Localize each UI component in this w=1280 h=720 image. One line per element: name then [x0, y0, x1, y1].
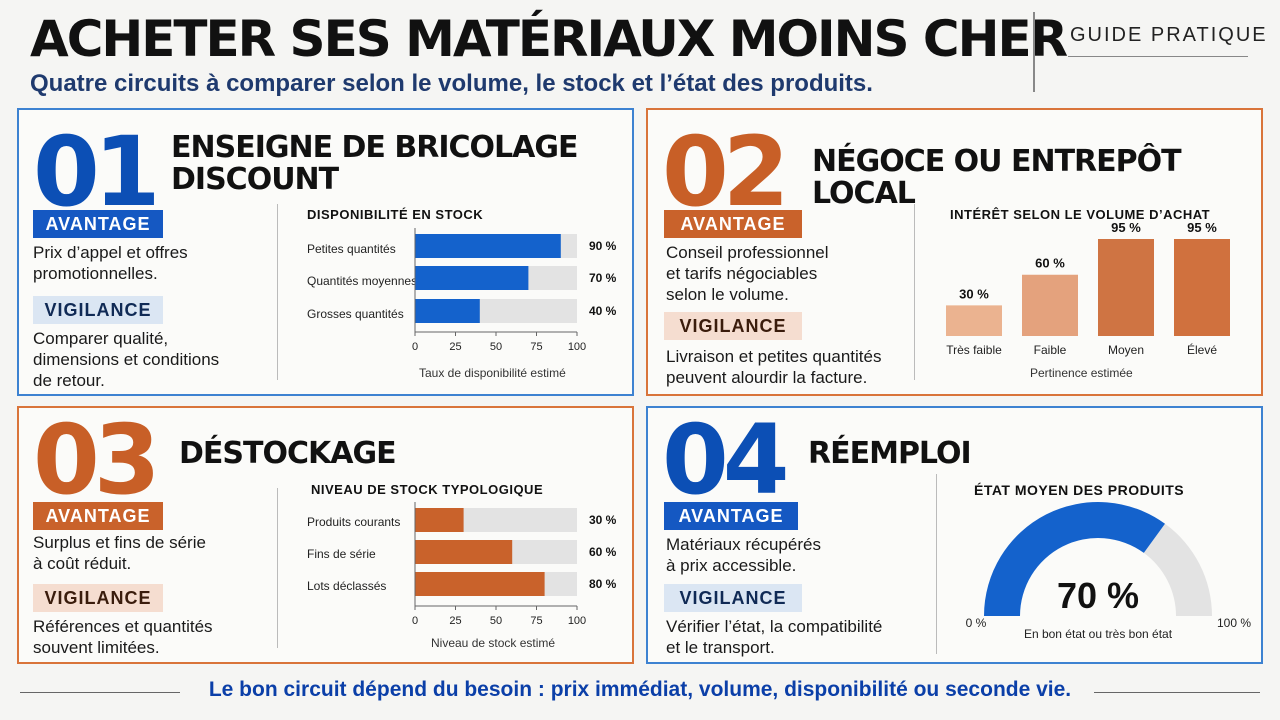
bar-value-label: 95 % [1111, 220, 1141, 235]
advantage-text: Prix d’appel et offres promotionnelles. [33, 243, 188, 283]
vigilance-tag: VIGILANCE [664, 584, 802, 612]
category-label: Quantités moyennes [307, 274, 418, 288]
category-label: Très faible [946, 343, 1002, 357]
header-divider [1033, 12, 1035, 92]
page-title: ACHETER SES MATÉRIAUX MOINS CHER [30, 10, 1068, 68]
x-tick-label: 0 [412, 615, 418, 627]
panel-divider [936, 474, 937, 654]
panel-number: 02 [662, 116, 790, 228]
panel-divider [277, 204, 278, 380]
bar-value-label: 60 % [1035, 256, 1065, 271]
category-label: Faible [1034, 343, 1067, 357]
panel-number: 04 [662, 404, 790, 516]
bar-value-label: 40 % [589, 304, 617, 318]
gauge-value: 70 % [1057, 575, 1139, 616]
bar [946, 305, 1002, 336]
bar-value-label: 90 % [589, 239, 617, 253]
gauge-fill [984, 502, 1166, 616]
guide-badge: GUIDE PRATIQUE [1070, 24, 1268, 46]
bar-value-label: 30 % [589, 513, 617, 527]
vigilance-text: Livraison et petites quantités peuvent al… [666, 347, 882, 387]
category-label: Grosses quantités [307, 307, 404, 321]
vigilance-tag: VIGILANCE [33, 584, 163, 612]
footer-line-right [1094, 692, 1260, 693]
bar [415, 540, 513, 564]
x-tick-label: 25 [449, 615, 461, 627]
x-tick-label: 100 [568, 341, 586, 353]
bar [415, 572, 545, 596]
panel-title-line2: DISCOUNT [171, 162, 339, 197]
bar [1022, 274, 1078, 336]
chart-title: DISPONIBILITÉ EN STOCK [307, 207, 484, 222]
bar-value-label: 70 % [589, 271, 617, 285]
panel-reuse: 04 RÉEMPLOI AVANTAGE Matériaux récupérés… [646, 406, 1263, 664]
panel-title-line1: RÉEMPLOI [808, 436, 972, 471]
x-tick-label: 75 [530, 615, 542, 627]
bar-value-label: 95 % [1187, 220, 1217, 235]
vigilance-tag: VIGILANCE [664, 312, 802, 340]
chart-stock-availability: 90 % 70 % 40 % 0 25 50 75 100 [412, 228, 617, 353]
bar [415, 299, 480, 323]
bar-value-label: 30 % [959, 286, 989, 301]
chart-axis-label: Pertinence estimée [1030, 366, 1133, 380]
vigilance-text: Vérifier l’état, la compatibilité et le t… [666, 617, 883, 657]
x-tick-label: 50 [490, 615, 502, 627]
bar-value-label: 60 % [589, 545, 617, 559]
x-tick-label: 75 [530, 341, 542, 353]
advantage-text: Matériaux récupérés à prix accessible. [666, 535, 821, 575]
category-label: Produits courants [307, 515, 401, 529]
category-label: Moyen [1108, 343, 1144, 357]
advantage-text: Conseil professionnel et tarifs négociabl… [666, 243, 829, 304]
guide-underline [1068, 56, 1248, 57]
panel-title-line1: NÉGOCE OU ENTREPÔT LOCAL [812, 144, 1182, 211]
panel-title-line1: ENSEIGNE DE BRICOLAGE [171, 130, 578, 165]
bar [415, 234, 561, 258]
gauge-max-label: 100 % [1217, 616, 1251, 630]
panel-title-line1: DÉSTOCKAGE [179, 436, 397, 471]
chart-interest-by-volume: 30 % Très faible 60 % Faible 95 % Moyen 95 % Él… [946, 220, 1230, 357]
chart-axis-label: Niveau de stock estimé [431, 636, 556, 650]
panel-discount-store: 01 ENSEIGNE DE BRICOLAGE DISCOUNT AVANTA… [17, 108, 634, 396]
footer-message: Le bon circuit dépend du besoin : prix i… [208, 678, 1072, 701]
x-tick-label: 25 [449, 341, 461, 353]
advantage-tag: AVANTAGE [664, 210, 802, 238]
gauge-caption: En bon état ou très bon état [1024, 627, 1173, 641]
advantage-tag: AVANTAGE [33, 210, 163, 238]
category-label: Fins de série [307, 547, 376, 561]
chart-stock-level: 30 % 60 % 80 % 0 25 50 75 100 [412, 502, 617, 627]
vigilance-text: Références et quantités souvent limitées. [33, 617, 213, 657]
chart-title: ÉTAT MOYEN DES PRODUITS [974, 482, 1185, 498]
page-subtitle: Quatre circuits à comparer selon le volu… [30, 70, 873, 97]
gauge-track [1143, 523, 1212, 616]
advantage-tag: AVANTAGE [664, 502, 798, 530]
chart-title: INTÉRÊT SELON LE VOLUME D’ACHAT [950, 207, 1211, 222]
bar [415, 508, 464, 532]
panel-divider [277, 488, 278, 648]
category-label: Petites quantités [307, 242, 396, 256]
gauge-min-label: 0 % [966, 616, 987, 630]
vigilance-tag: VIGILANCE [33, 296, 163, 324]
x-tick-label: 100 [568, 615, 586, 627]
footer-line-left [20, 692, 180, 693]
panel-divider [914, 204, 915, 380]
vigilance-text: Comparer qualité, dimensions et condition… [33, 329, 220, 390]
chart-product-condition-gauge: 70 % En bon état ou très bon état 0 % 100 % [966, 502, 1251, 641]
chart-axis-label: Taux de disponibilité estimé [419, 366, 566, 380]
bar [1174, 239, 1230, 336]
chart-title: NIVEAU DE STOCK TYPOLOGIQUE [311, 482, 544, 497]
panel-number: 01 [33, 116, 161, 228]
header: ACHETER SES MATÉRIAUX MOINS CHER Quatre … [30, 10, 1068, 98]
panel-number: 03 [33, 404, 161, 516]
bar-value-label: 80 % [589, 577, 617, 591]
x-tick-label: 50 [490, 341, 502, 353]
category-label: Lots déclassés [307, 579, 387, 593]
panel-destocking: 03 DÉSTOCKAGE AVANTAGE Surplus et fins d… [17, 406, 634, 664]
advantage-tag: AVANTAGE [33, 502, 163, 530]
bar [415, 266, 529, 290]
advantage-text: Surplus et fins de série à coût réduit. [33, 533, 206, 573]
panel-local-wholesaler: 02 NÉGOCE OU ENTREPÔT LOCAL AVANTAGE Con… [646, 108, 1263, 396]
bar [1098, 239, 1154, 336]
category-label: Élevé [1187, 342, 1217, 357]
x-tick-label: 0 [412, 341, 418, 353]
